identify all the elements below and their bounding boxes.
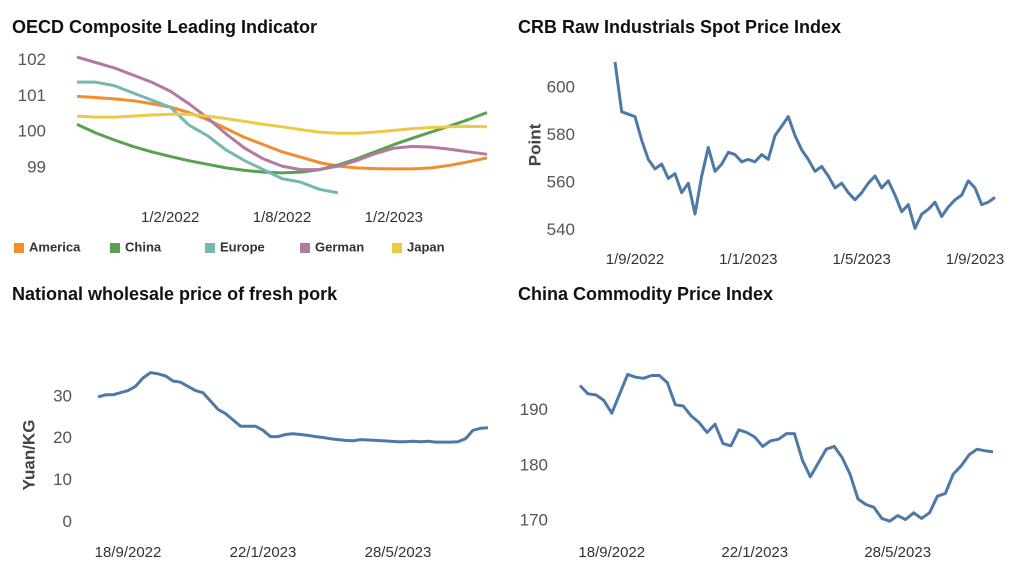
y-tick-label: 600 <box>547 78 575 97</box>
y-axis-label: Yuan/KG <box>19 420 38 491</box>
y-tick-label: 560 <box>547 173 575 192</box>
series-line <box>76 112 488 135</box>
legend-label: German <box>315 239 364 254</box>
x-tick-label: 22/1/2023 <box>230 544 297 561</box>
x-tick-label: 1/5/2023 <box>832 251 890 268</box>
x-tick-label: 1/2/2023 <box>365 209 423 226</box>
y-tick-label: 540 <box>547 220 575 239</box>
series-line <box>97 371 489 444</box>
y-tick-label: 20 <box>53 428 72 447</box>
y-tick-label: 190 <box>520 400 548 419</box>
legend-swatch <box>14 243 24 253</box>
series-line <box>77 80 339 195</box>
y-tick-label: 170 <box>520 511 548 530</box>
x-tick-label: 1/9/2023 <box>946 251 1004 268</box>
y-tick-label: 10 <box>53 470 72 489</box>
x-tick-label: 1/9/2022 <box>606 251 664 268</box>
y-tick-label: 101 <box>18 86 46 105</box>
x-tick-label: 22/1/2023 <box>721 544 788 561</box>
x-tick-label: 1/2/2022 <box>141 209 199 226</box>
y-tick-label: 180 <box>520 455 548 474</box>
y-tick-label: 30 <box>53 386 72 405</box>
y-tick-label: 102 <box>18 50 46 69</box>
x-tick-label: 18/9/2022 <box>95 544 162 561</box>
y-axis-label: Point <box>525 123 544 166</box>
legend-swatch <box>392 243 402 253</box>
y-tick-label: 0 <box>63 512 72 531</box>
series-line <box>76 94 488 171</box>
y-tick-label: 580 <box>547 125 575 144</box>
legend-swatch <box>205 243 215 253</box>
chart-title: China Commodity Price Index <box>518 284 773 304</box>
legend-swatch <box>300 243 310 253</box>
x-tick-label: 18/9/2022 <box>578 544 645 561</box>
legend-label: China <box>125 239 162 254</box>
legend-label: Japan <box>407 239 445 254</box>
x-tick-label: 28/5/2023 <box>864 544 931 561</box>
series-line <box>613 61 996 230</box>
x-tick-label: 1/1/2023 <box>719 251 777 268</box>
x-tick-label: 1/8/2022 <box>253 209 311 226</box>
legend-label: America <box>29 239 81 254</box>
y-tick-label: 100 <box>18 122 46 141</box>
chart-title: National wholesale price of fresh pork <box>12 284 338 304</box>
chart-title: CRB Raw Industrials Spot Price Index <box>518 17 841 37</box>
series-line <box>578 372 994 523</box>
series-line <box>76 55 488 172</box>
y-tick-label: 99 <box>27 157 46 176</box>
x-tick-label: 28/5/2023 <box>365 544 432 561</box>
legend-swatch <box>110 243 120 253</box>
chart-title: OECD Composite Leading Indicator <box>12 17 317 37</box>
legend-label: Europe <box>220 239 265 254</box>
series-line <box>76 111 488 175</box>
